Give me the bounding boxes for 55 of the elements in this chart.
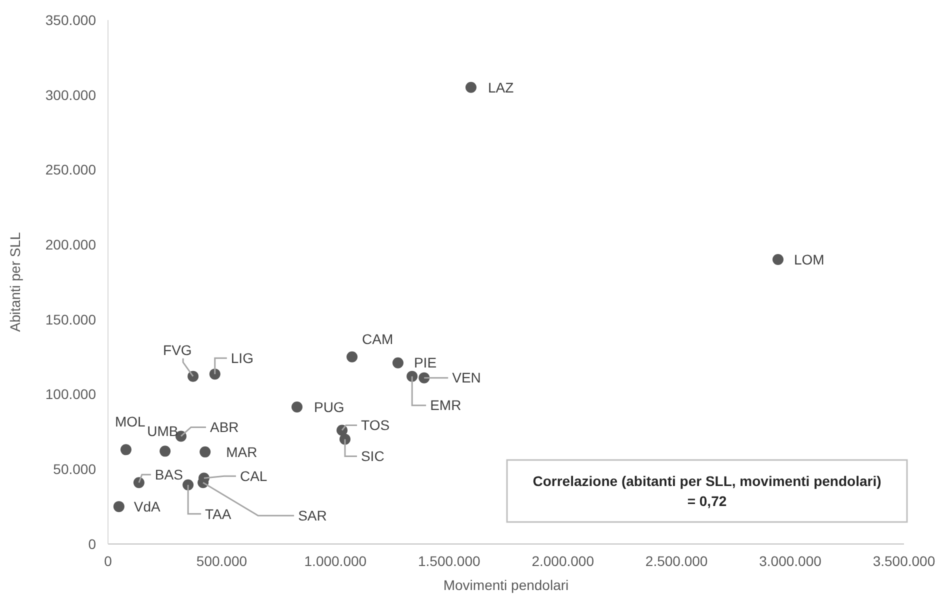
annotation: TAA [205,506,232,522]
annotation: VEN [452,370,481,386]
point [465,82,476,93]
x-tick-label: 3.000.000 [759,553,822,569]
annotation: UMB [147,423,178,440]
annotation: Correlazione (abitanti per SLL, movimenti pendolari) = 0,72 [532,473,882,509]
y-axis-title: Abitanti per SLL [7,232,23,332]
x-tick-label: 2.500.000 [645,553,708,569]
annotation: VdA [134,498,162,514]
point [406,370,418,382]
y-tick-label: 100.000 [45,386,96,402]
annotation: FVG [163,342,192,358]
point [113,501,124,512]
annotation: CAM [362,330,394,347]
point [392,357,404,368]
annotation: TOS [361,417,390,434]
annotation: BAS [154,466,183,483]
point [418,372,430,384]
x-tick-label: 500.000 [196,553,248,569]
point [160,446,171,457]
annotation: CAL [240,468,268,484]
annotation: LAZ [488,79,514,96]
y-tick-label: 300.000 [45,86,96,103]
annotation: ABR [210,419,239,436]
point [346,351,358,362]
point [182,479,194,490]
annotation: SAR [298,508,327,524]
annotation: EMR [430,397,462,414]
x-tick-label: 3.500.000 [872,553,936,569]
annotation: LIG [230,350,254,366]
y-tick-label: 250.000 [45,162,96,178]
x-tick-label: 2.000.000 [532,553,594,569]
y-tick-label: 200.000 [45,236,96,252]
annotation: MOL [114,414,146,430]
point [291,402,302,413]
annotation: PIE [414,354,437,371]
point [120,444,132,456]
point [339,434,350,445]
x-tick-label: 1.500.000 [418,553,480,569]
x-axis-title: Movimenti pendolari [443,577,569,593]
annotation: PUG [314,398,344,415]
annotation: SIC [360,448,384,464]
point [188,370,199,382]
annotation: MAR [226,444,258,460]
y-tick-label: 150.000 [45,311,96,328]
annotation: LOM [794,251,824,268]
point [772,254,784,266]
y-tick-label: 0 [88,536,96,552]
x-tick-label: 0 [104,553,112,569]
point [209,368,220,380]
y-tick-label: 350.000 [45,12,96,28]
point [200,446,211,458]
point [133,477,144,488]
y-tick-label: 50.000 [53,461,96,478]
x-tick-label: 1.000.000 [304,553,367,569]
